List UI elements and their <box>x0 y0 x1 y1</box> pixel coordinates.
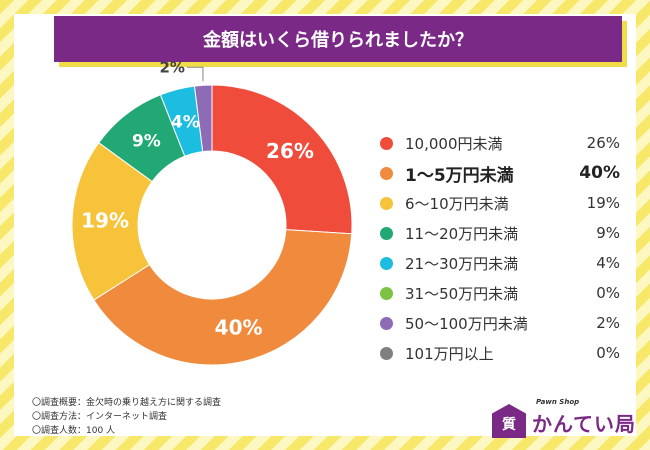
donut-slice-6 <box>193 84 213 153</box>
legend-label: 10,000円未満 <box>405 134 503 153</box>
logo-badge: 質 <box>492 404 526 438</box>
legend-swatch <box>380 286 393 300</box>
legend-value: 0% <box>596 344 620 362</box>
callout-line-6 <box>186 66 204 82</box>
legend-swatch <box>380 166 393 180</box>
legend-swatch <box>380 346 393 360</box>
legend-label: 21〜30万円未満 <box>405 254 519 273</box>
legend-label: 6〜10万円未満 <box>405 194 509 213</box>
legend-swatch <box>380 136 393 150</box>
donut-slice-1 <box>93 229 353 366</box>
legend-value: 0% <box>596 284 620 302</box>
survey-method-note: 〇調査方法：インターネット調査 <box>32 412 168 422</box>
legend-swatch <box>380 316 393 330</box>
legend-swatch <box>380 196 393 210</box>
legend-value: 40% <box>579 163 620 183</box>
legend-item: 11〜20万円未満 9% <box>380 218 620 248</box>
chart-panel: 金額はいくら借りられましたか？ 26% 40% 19% 9% 4% 2% 10,000円未… <box>14 14 636 438</box>
logo-subtitle: Pawn Shop <box>536 398 580 406</box>
donut-chart: 26% 40% 19% 9% 4% 2% <box>71 58 353 366</box>
legend-value: 2% <box>596 314 620 332</box>
logo-text: かんてい局 <box>532 412 636 436</box>
legend-label: 31〜50万円未満 <box>405 284 519 303</box>
slice-label-3: 9% <box>132 131 161 151</box>
survey-notes: 〇調査概要：金欠時の乗り越え方に関する調査 〇調査方法：インターネット調査 〇調… <box>32 396 221 438</box>
legend-value: 4% <box>596 254 620 272</box>
slice-label-2: 19% <box>81 209 129 233</box>
legend-item: 10,000円未満 26% <box>380 128 620 158</box>
slice-label-1: 40% <box>215 316 263 340</box>
legend-item: 1〜5万円未満 40% <box>380 158 620 188</box>
legend-label: 101万円以上 <box>405 344 494 363</box>
legend-item: 31〜50万円未満 0% <box>380 278 620 308</box>
legend-value: 19% <box>586 194 620 212</box>
legend-label: 11〜20万円未満 <box>405 224 519 243</box>
chart-title: 金額はいくら借りられましたか？ <box>54 16 622 62</box>
chart-legend: 10,000円未満 26% 1〜5万円未満 40% 6〜10万円未満 19% 11〜20万円… <box>380 128 620 368</box>
slice-label-4: 4% <box>171 112 200 132</box>
legend-value: 26% <box>586 134 620 152</box>
legend-label: 50〜100万円未満 <box>405 314 528 333</box>
legend-item: 50〜100万円未満 2% <box>380 308 620 338</box>
kanteikyoku-logo: 質 Pawn Shop かんてい局 <box>492 398 642 440</box>
legend-swatch <box>380 226 393 240</box>
slice-label-6: 2% <box>159 58 184 76</box>
legend-label: 1〜5万円未満 <box>405 165 514 186</box>
legend-item: 21〜30万円未満 4% <box>380 248 620 278</box>
legend-item: 101万円以上 0% <box>380 338 620 368</box>
donut-slice-0 <box>211 84 353 235</box>
legend-swatch <box>380 256 393 270</box>
survey-count-note: 〇調査人数：100 人 <box>32 426 116 436</box>
slice-label-0: 26% <box>266 139 314 163</box>
survey-summary-note: 〇調査概要：金欠時の乗り越え方に関する調査 <box>32 398 222 408</box>
legend-value: 9% <box>596 224 620 242</box>
legend-item: 6〜10万円未満 19% <box>380 188 620 218</box>
